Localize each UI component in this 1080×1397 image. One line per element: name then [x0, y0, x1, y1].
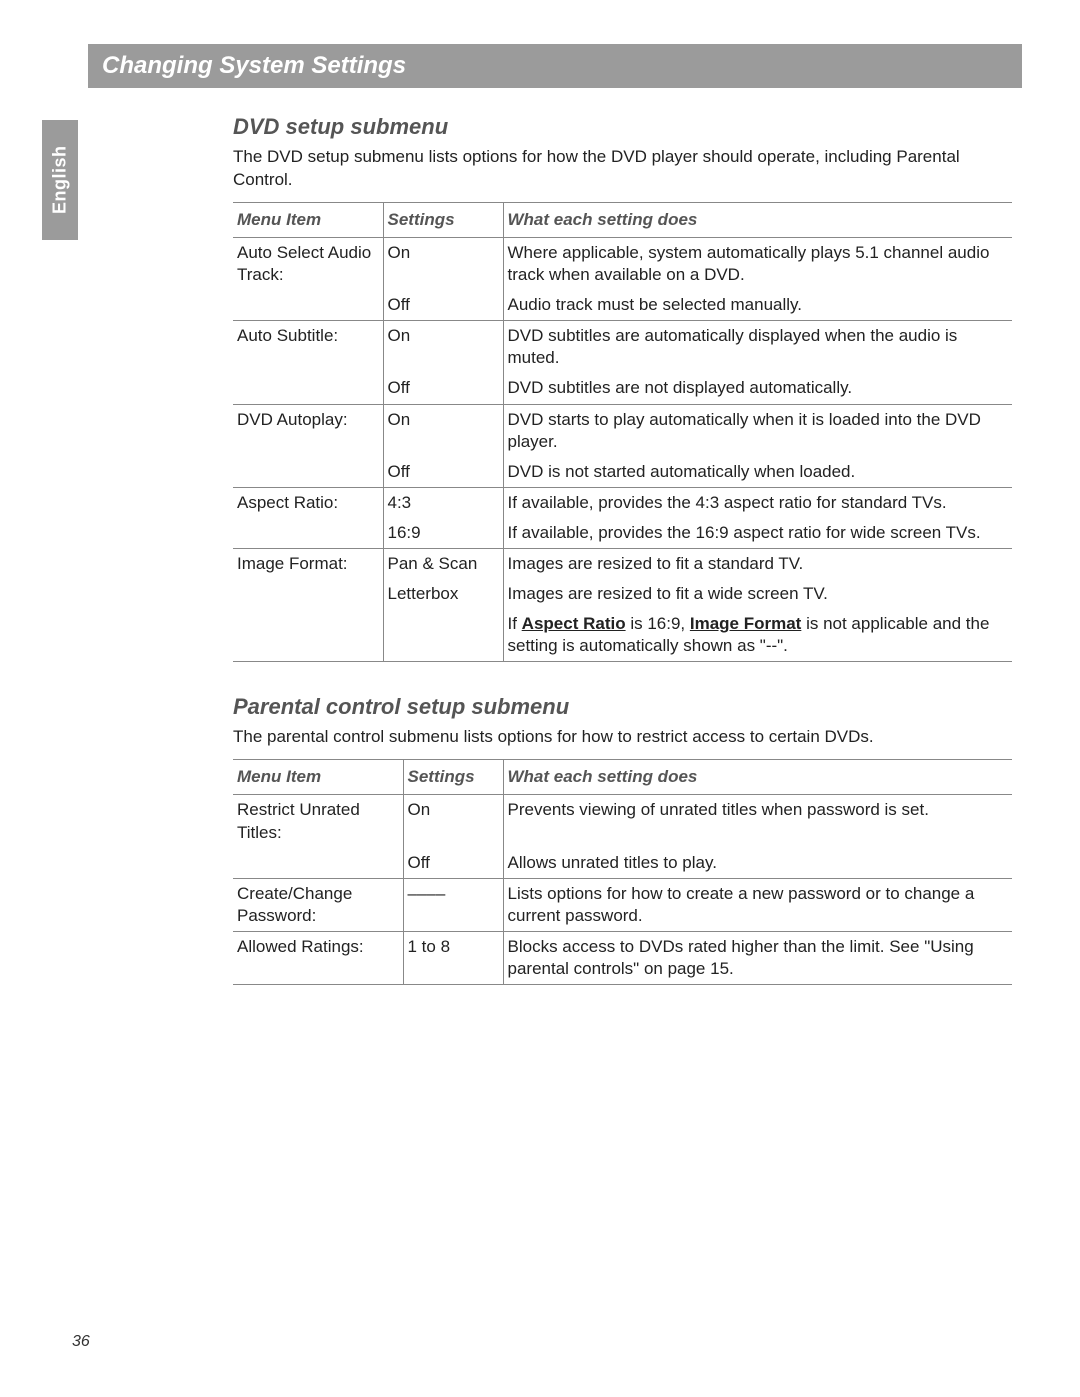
cell-setting: Off [403, 848, 503, 879]
cell-setting: 1 to 8 [403, 931, 503, 984]
table-header-row: Menu Item Settings What each setting doe… [233, 760, 1012, 795]
cell-setting: Letterbox [383, 579, 503, 609]
cell-description: DVD subtitles are automatically displaye… [503, 321, 1012, 374]
cell-description: Prevents viewing of unrated titles when … [503, 795, 1012, 848]
table-row: OffDVD subtitles are not displayed autom… [233, 373, 1012, 404]
cell-menu-item: Auto Select Audio Track: [233, 237, 383, 290]
cell-setting: On [383, 404, 503, 457]
cell-description: If available, provides the 4:3 aspect ra… [503, 487, 1012, 518]
cell-description: Blocks access to DVDs rated higher than … [503, 931, 1012, 984]
cell-menu-item [233, 290, 383, 321]
table-row: OffAllows unrated titles to play. [233, 848, 1012, 879]
cell-menu-item [233, 609, 383, 662]
col-settings: Settings [403, 760, 503, 795]
table-row: Image Format:Pan & ScanImages are resize… [233, 549, 1012, 580]
cell-description: Where applicable, system automatically p… [503, 237, 1012, 290]
table-row: OffAudio track must be selected manually… [233, 290, 1012, 321]
cell-description: DVD starts to play automatically when it… [503, 404, 1012, 457]
cell-menu-item [233, 457, 383, 488]
cell-menu-item: Allowed Ratings: [233, 931, 403, 984]
cell-setting: Off [383, 373, 503, 404]
cell-menu-item: Restrict Unrated Titles: [233, 795, 403, 848]
section2-intro: The parental control submenu lists optio… [233, 726, 1012, 749]
cell-setting: Off [383, 457, 503, 488]
title-bar: Changing System Settings [88, 44, 1022, 88]
cell-description: Lists options for how to create a new pa… [503, 878, 1012, 931]
table-header-row: Menu Item Settings What each setting doe… [233, 202, 1012, 237]
section1-heading: DVD setup submenu [233, 114, 1012, 140]
table-row: 16:9If available, provides the 16:9 aspe… [233, 518, 1012, 549]
cell-setting: –––– [403, 878, 503, 931]
cell-menu-item: Auto Subtitle: [233, 321, 383, 374]
table-row: Aspect Ratio:4:3If available, provides t… [233, 487, 1012, 518]
page-number: 36 [72, 1333, 90, 1351]
cell-description: If Aspect Ratio is 16:9, Image Format is… [503, 609, 1012, 662]
dvd-setup-table: Menu Item Settings What each setting doe… [233, 202, 1012, 663]
cell-description: Allows unrated titles to play. [503, 848, 1012, 879]
page: Changing System Settings English DVD set… [0, 0, 1080, 1397]
col-settings: Settings [383, 202, 503, 237]
cell-description: DVD subtitles are not displayed automati… [503, 373, 1012, 404]
cell-setting: Off [383, 290, 503, 321]
table-row: LetterboxImages are resized to fit a wid… [233, 579, 1012, 609]
bold-aspect-ratio: Aspect Ratio [522, 614, 626, 633]
cell-setting: On [403, 795, 503, 848]
cell-setting: 4:3 [383, 487, 503, 518]
bold-image-format: Image Format [690, 614, 801, 633]
table-row: DVD Autoplay:OnDVD starts to play automa… [233, 404, 1012, 457]
cell-setting [383, 609, 503, 662]
cell-description: Images are resized to fit a standard TV. [503, 549, 1012, 580]
table-row: OffDVD is not started automatically when… [233, 457, 1012, 488]
cell-menu-item [233, 373, 383, 404]
table-row: Allowed Ratings:1 to 8Blocks access to D… [233, 931, 1012, 984]
table-row: Create/Change Password:––––Lists options… [233, 878, 1012, 931]
section2-heading: Parental control setup submenu [233, 694, 1012, 720]
cell-menu-item [233, 579, 383, 609]
cell-description: If available, provides the 16:9 aspect r… [503, 518, 1012, 549]
content: DVD setup submenu The DVD setup submenu … [233, 114, 1012, 985]
table-row: Auto Select Audio Track:OnWhere applicab… [233, 237, 1012, 290]
cell-menu-item [233, 848, 403, 879]
col-menu-item: Menu Item [233, 760, 403, 795]
table-row: Auto Subtitle:OnDVD subtitles are automa… [233, 321, 1012, 374]
table-row-note: If Aspect Ratio is 16:9, Image Format is… [233, 609, 1012, 662]
cell-menu-item [233, 518, 383, 549]
parental-table: Menu Item Settings What each setting doe… [233, 759, 1012, 985]
cell-menu-item: Aspect Ratio: [233, 487, 383, 518]
table-row: Restrict Unrated Titles:OnPrevents viewi… [233, 795, 1012, 848]
cell-menu-item: Create/Change Password: [233, 878, 403, 931]
cell-description: Images are resized to fit a wide screen … [503, 579, 1012, 609]
cell-menu-item: DVD Autoplay: [233, 404, 383, 457]
cell-setting: 16:9 [383, 518, 503, 549]
col-description: What each setting does [503, 760, 1012, 795]
col-description: What each setting does [503, 202, 1012, 237]
col-menu-item: Menu Item [233, 202, 383, 237]
cell-setting: Pan & Scan [383, 549, 503, 580]
language-tab: English [42, 120, 78, 240]
cell-setting: On [383, 237, 503, 290]
cell-description: Audio track must be selected manually. [503, 290, 1012, 321]
section1-intro: The DVD setup submenu lists options for … [233, 146, 1012, 192]
cell-setting: On [383, 321, 503, 374]
cell-description: DVD is not started automatically when lo… [503, 457, 1012, 488]
cell-menu-item: Image Format: [233, 549, 383, 580]
